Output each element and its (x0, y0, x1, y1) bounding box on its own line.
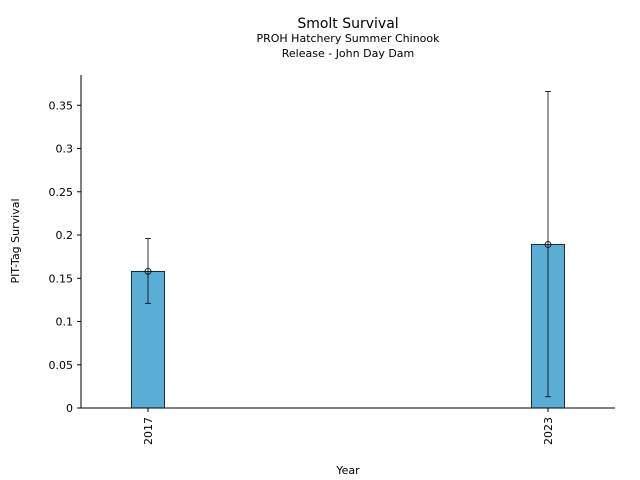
y-tick-label: 0.15 (49, 272, 74, 285)
y-axis-ticks: 0 0.05 0.1 0.15 0.2 0.25 0.3 0.35 (49, 99, 81, 415)
y-tick-label: 0.2 (56, 229, 74, 242)
plot-area (131, 91, 565, 409)
x-axis-ticks: 2017 2023 (142, 408, 555, 445)
y-axis-label: PIT-Tag Survival (9, 198, 22, 283)
x-tick-label: 2023 (542, 417, 555, 445)
chart-title: Smolt Survival (297, 16, 398, 32)
y-tick-label: 0.05 (49, 359, 74, 372)
y-tick-label: 0 (66, 402, 73, 415)
x-axis-label: Year (335, 464, 360, 477)
y-tick-label: 0.3 (56, 143, 74, 156)
chart-subtitle-line-1: PROH Hatchery Summer Chinook (256, 32, 440, 45)
x-tick-label: 2017 (142, 417, 155, 445)
y-tick-label: 0.1 (56, 316, 74, 329)
y-tick-label: 0.35 (49, 99, 74, 112)
point-marker-2023 (544, 241, 552, 248)
point-marker-2017 (144, 267, 152, 275)
chart-subtitle-line-2: Release - John Day Dam (282, 47, 415, 60)
y-tick-label: 0.25 (49, 186, 74, 199)
